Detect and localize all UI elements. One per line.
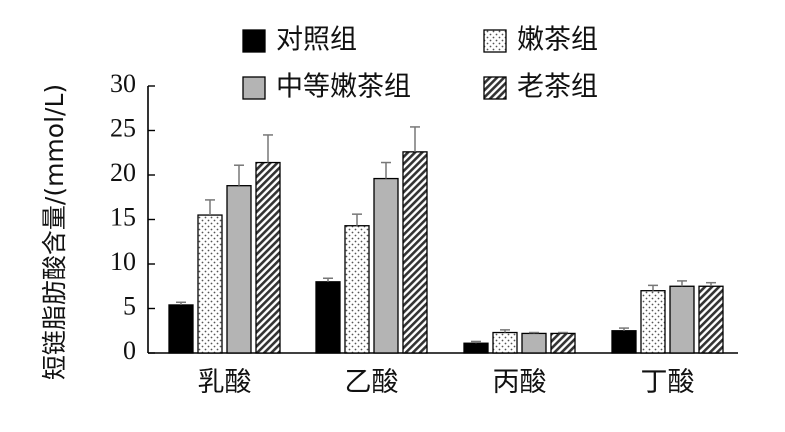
y-tick-label: 30 (110, 69, 136, 98)
y-tick-label: 10 (110, 247, 136, 276)
x-tick-label: 乙酸 (345, 367, 399, 398)
legend-label: 老茶组 (517, 72, 598, 103)
y-tick-label: 25 (110, 113, 136, 142)
bar (521, 332, 547, 354)
error-bar (205, 199, 215, 216)
legend-item: 对照组 (242, 25, 357, 56)
legend-label: 中等嫩茶组 (276, 72, 411, 103)
legend-label: 对照组 (276, 25, 357, 56)
bar (669, 285, 695, 354)
bar (226, 185, 252, 354)
legend-swatch (483, 76, 507, 100)
legend-swatch (242, 29, 266, 53)
legend-item: 嫩茶组 (483, 25, 598, 56)
y-tick-label: 20 (110, 158, 136, 187)
bar (640, 290, 666, 354)
x-tick-label: 丙酸 (493, 367, 547, 398)
bar (197, 214, 223, 354)
bar (344, 225, 370, 354)
bar (315, 281, 341, 354)
error-bar (648, 284, 658, 291)
error-bar (234, 164, 244, 186)
error-bar (352, 213, 362, 226)
y-tick-label: 0 (123, 336, 136, 365)
legend-item: 老茶组 (483, 72, 598, 103)
y-axis-title: 短链脂肪酸含量/(mmol/L) (40, 84, 69, 380)
bar (698, 285, 724, 354)
error-bar (410, 126, 420, 152)
x-tick-label: 乳酸 (198, 367, 252, 398)
x-tick-label: 丁酸 (641, 367, 695, 398)
bar (373, 177, 399, 354)
error-bar (471, 340, 481, 344)
bar (492, 331, 518, 354)
y-tick-label: 15 (110, 202, 136, 231)
error-bar (558, 331, 568, 334)
error-bar (619, 327, 629, 331)
legend-swatch (483, 29, 507, 53)
error-bar (263, 134, 273, 163)
y-tick-label: 5 (123, 291, 136, 320)
error-bar (677, 280, 687, 287)
error-bar (706, 281, 716, 287)
legend-label: 嫩茶组 (517, 25, 598, 56)
error-bar (381, 161, 391, 179)
legend-swatch (242, 76, 266, 100)
error-bar (500, 329, 510, 333)
bars (168, 126, 724, 354)
error-bar (323, 277, 333, 282)
legend-item: 中等嫩茶组 (242, 72, 411, 103)
x-tick-labels: 乳酸 乙酸 丙酸 丁酸 (198, 367, 695, 398)
bar (611, 330, 637, 354)
bar (550, 332, 576, 354)
bar (463, 342, 489, 354)
error-bar (529, 331, 539, 334)
bar (168, 304, 194, 354)
error-bar (176, 301, 186, 305)
bar (402, 151, 428, 354)
bar (255, 161, 281, 354)
y-ticks: 0 5 10 15 20 25 30 (110, 69, 155, 365)
